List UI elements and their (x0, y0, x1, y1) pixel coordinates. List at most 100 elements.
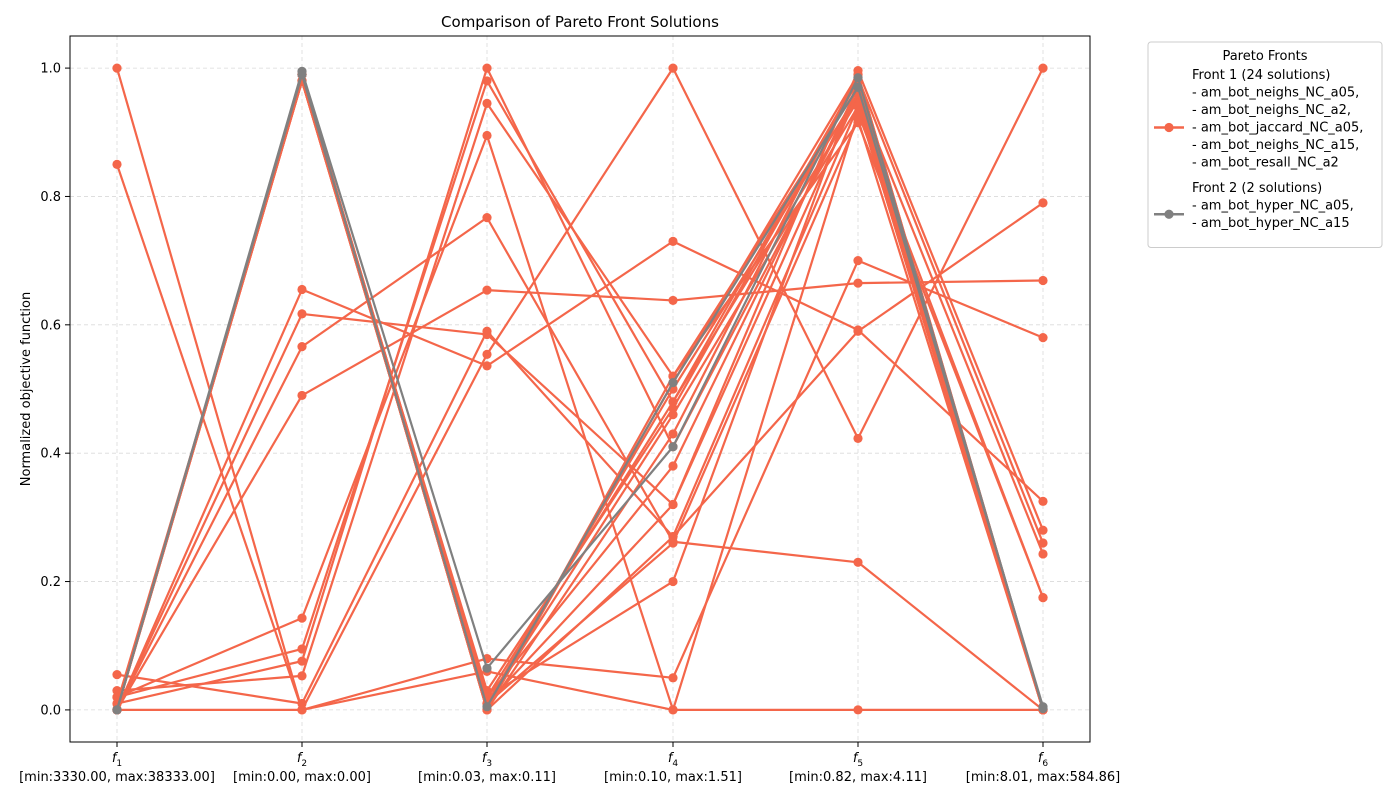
x-tick-range: [min:3330.00, max:38333.00] (19, 770, 215, 785)
series-line (116, 66, 1045, 705)
series-front-1 (112, 98, 1048, 696)
series-front-1 (112, 236, 1048, 715)
series-front-1 (112, 69, 1048, 715)
chart-title: Comparison of Pareto Front Solutions (441, 13, 719, 31)
data-point (482, 663, 492, 673)
data-point (853, 256, 863, 266)
data-point (668, 461, 678, 471)
data-point (482, 329, 492, 340)
data-point (668, 236, 678, 246)
data-point (1038, 549, 1048, 559)
series-front-1 (112, 63, 1048, 715)
data-point (1038, 702, 1048, 712)
series-front-2 (112, 69, 1048, 715)
legend-label-line: - am_bot_hyper_NC_a15 (1192, 216, 1350, 231)
legend: Pareto Fronts Front 1 (24 solutions) - am_… (1147, 41, 1383, 248)
data-point (668, 442, 678, 452)
data-point (668, 673, 678, 683)
legend-swatch-marker (1164, 122, 1174, 133)
x-tick-label: f1 (112, 751, 122, 769)
y-tick-label: 0.2 (40, 575, 61, 590)
x-tick-range: [min:8.01, max:584.86] (966, 770, 1120, 785)
series-front-1 (112, 63, 1048, 709)
data-point (853, 108, 863, 118)
series-front-1 (112, 73, 1048, 702)
x-tick-subscript: 3 (486, 759, 492, 769)
x-tick-base: f (297, 751, 304, 766)
data-point (297, 671, 307, 681)
data-point (668, 63, 678, 73)
data-point (668, 537, 678, 547)
axes-layer: 0.00.20.40.60.81.0f1[min:3330.00, max:38… (19, 62, 1120, 785)
data-point (297, 284, 307, 295)
series-line (115, 73, 1045, 711)
data-point (1038, 525, 1048, 535)
series-front-1 (112, 69, 1048, 715)
legend-label-line: - am_bot_neighs_NC_a05, (1192, 86, 1359, 101)
data-point (112, 63, 122, 73)
y-tick-label: 1.0 (40, 62, 61, 77)
x-tick-label: f5 (853, 751, 863, 769)
legend-label-line: - am_bot_resall_NC_a2 (1192, 156, 1339, 171)
data-point (1038, 333, 1048, 343)
y-tick-label: 0.0 (40, 703, 61, 718)
series-layer (112, 63, 1048, 715)
data-point (482, 361, 492, 371)
legend-swatch-marker (1164, 209, 1174, 219)
legend-entry: Front 2 (2 solutions) - am_bot_hyper_NC_a… (1154, 181, 1354, 231)
data-point (297, 390, 307, 401)
x-tick-subscript: 5 (857, 759, 863, 769)
data-point (482, 349, 492, 359)
x-tick-base: f (668, 751, 675, 766)
x-tick-range: [min:0.03, max:0.11] (418, 770, 556, 785)
series-front-1 (112, 66, 1048, 715)
series-front-1 (112, 63, 1048, 715)
data-point (1038, 198, 1048, 208)
series-line (116, 201, 1044, 705)
series-front-1 (112, 69, 1048, 715)
data-point (1038, 63, 1048, 73)
series-line (116, 216, 1044, 711)
y-tick-label: 0.8 (40, 190, 61, 205)
data-point (668, 705, 678, 715)
series-line (115, 240, 1044, 711)
legend-label-line: - am_bot_jaccard_NC_a05, (1192, 121, 1363, 136)
data-point (112, 705, 122, 715)
x-tick-range: [min:0.00, max:0.00] (233, 770, 371, 785)
series-front-1 (112, 213, 1048, 715)
x-tick-subscript: 6 (1042, 759, 1048, 769)
series-front-1 (112, 76, 1048, 715)
data-point (668, 499, 678, 510)
series-front-1 (112, 69, 1048, 715)
data-point (853, 557, 863, 567)
data-point (1038, 275, 1048, 286)
data-point (668, 295, 678, 306)
data-point (482, 213, 492, 223)
data-point (297, 309, 307, 319)
legend-label-line: - am_bot_hyper_NC_a05, (1192, 199, 1354, 214)
series-line (116, 76, 1045, 699)
data-point (668, 410, 678, 420)
series-front-1 (112, 69, 1048, 715)
grid-layer (70, 36, 1090, 742)
x-tick-base: f (1038, 751, 1045, 766)
x-tick-base: f (853, 751, 860, 766)
data-point (112, 670, 122, 680)
data-point (668, 576, 678, 587)
data-point (668, 377, 678, 388)
data-point (297, 705, 307, 715)
data-point (853, 73, 863, 83)
x-tick-base: f (112, 751, 119, 766)
legend-label-line: - am_bot_neighs_NC_a15, (1192, 138, 1359, 153)
x-tick-label: f3 (482, 751, 492, 769)
data-point (668, 397, 678, 407)
legend-entry: Front 1 (24 solutions) - am_bot_neighs_NC… (1154, 68, 1363, 171)
legend-box (1147, 41, 1383, 248)
data-point (482, 702, 492, 712)
x-tick-label: f4 (668, 751, 679, 769)
series-front-2 (112, 66, 1048, 715)
series-line (115, 70, 1045, 711)
series-front-1 (112, 69, 1048, 715)
y-tick-label: 0.6 (40, 318, 61, 333)
